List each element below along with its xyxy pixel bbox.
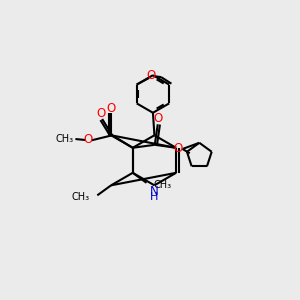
Text: N: N bbox=[149, 185, 158, 198]
Text: O: O bbox=[83, 133, 93, 146]
Text: O: O bbox=[106, 102, 116, 115]
Text: CH₃: CH₃ bbox=[56, 134, 74, 144]
Text: O: O bbox=[173, 142, 183, 155]
Text: O: O bbox=[146, 70, 156, 83]
Text: CH₃: CH₃ bbox=[72, 192, 90, 203]
Text: CH₃: CH₃ bbox=[154, 180, 172, 190]
Text: O: O bbox=[153, 112, 162, 125]
Text: O: O bbox=[97, 107, 106, 120]
Text: H: H bbox=[150, 192, 158, 203]
